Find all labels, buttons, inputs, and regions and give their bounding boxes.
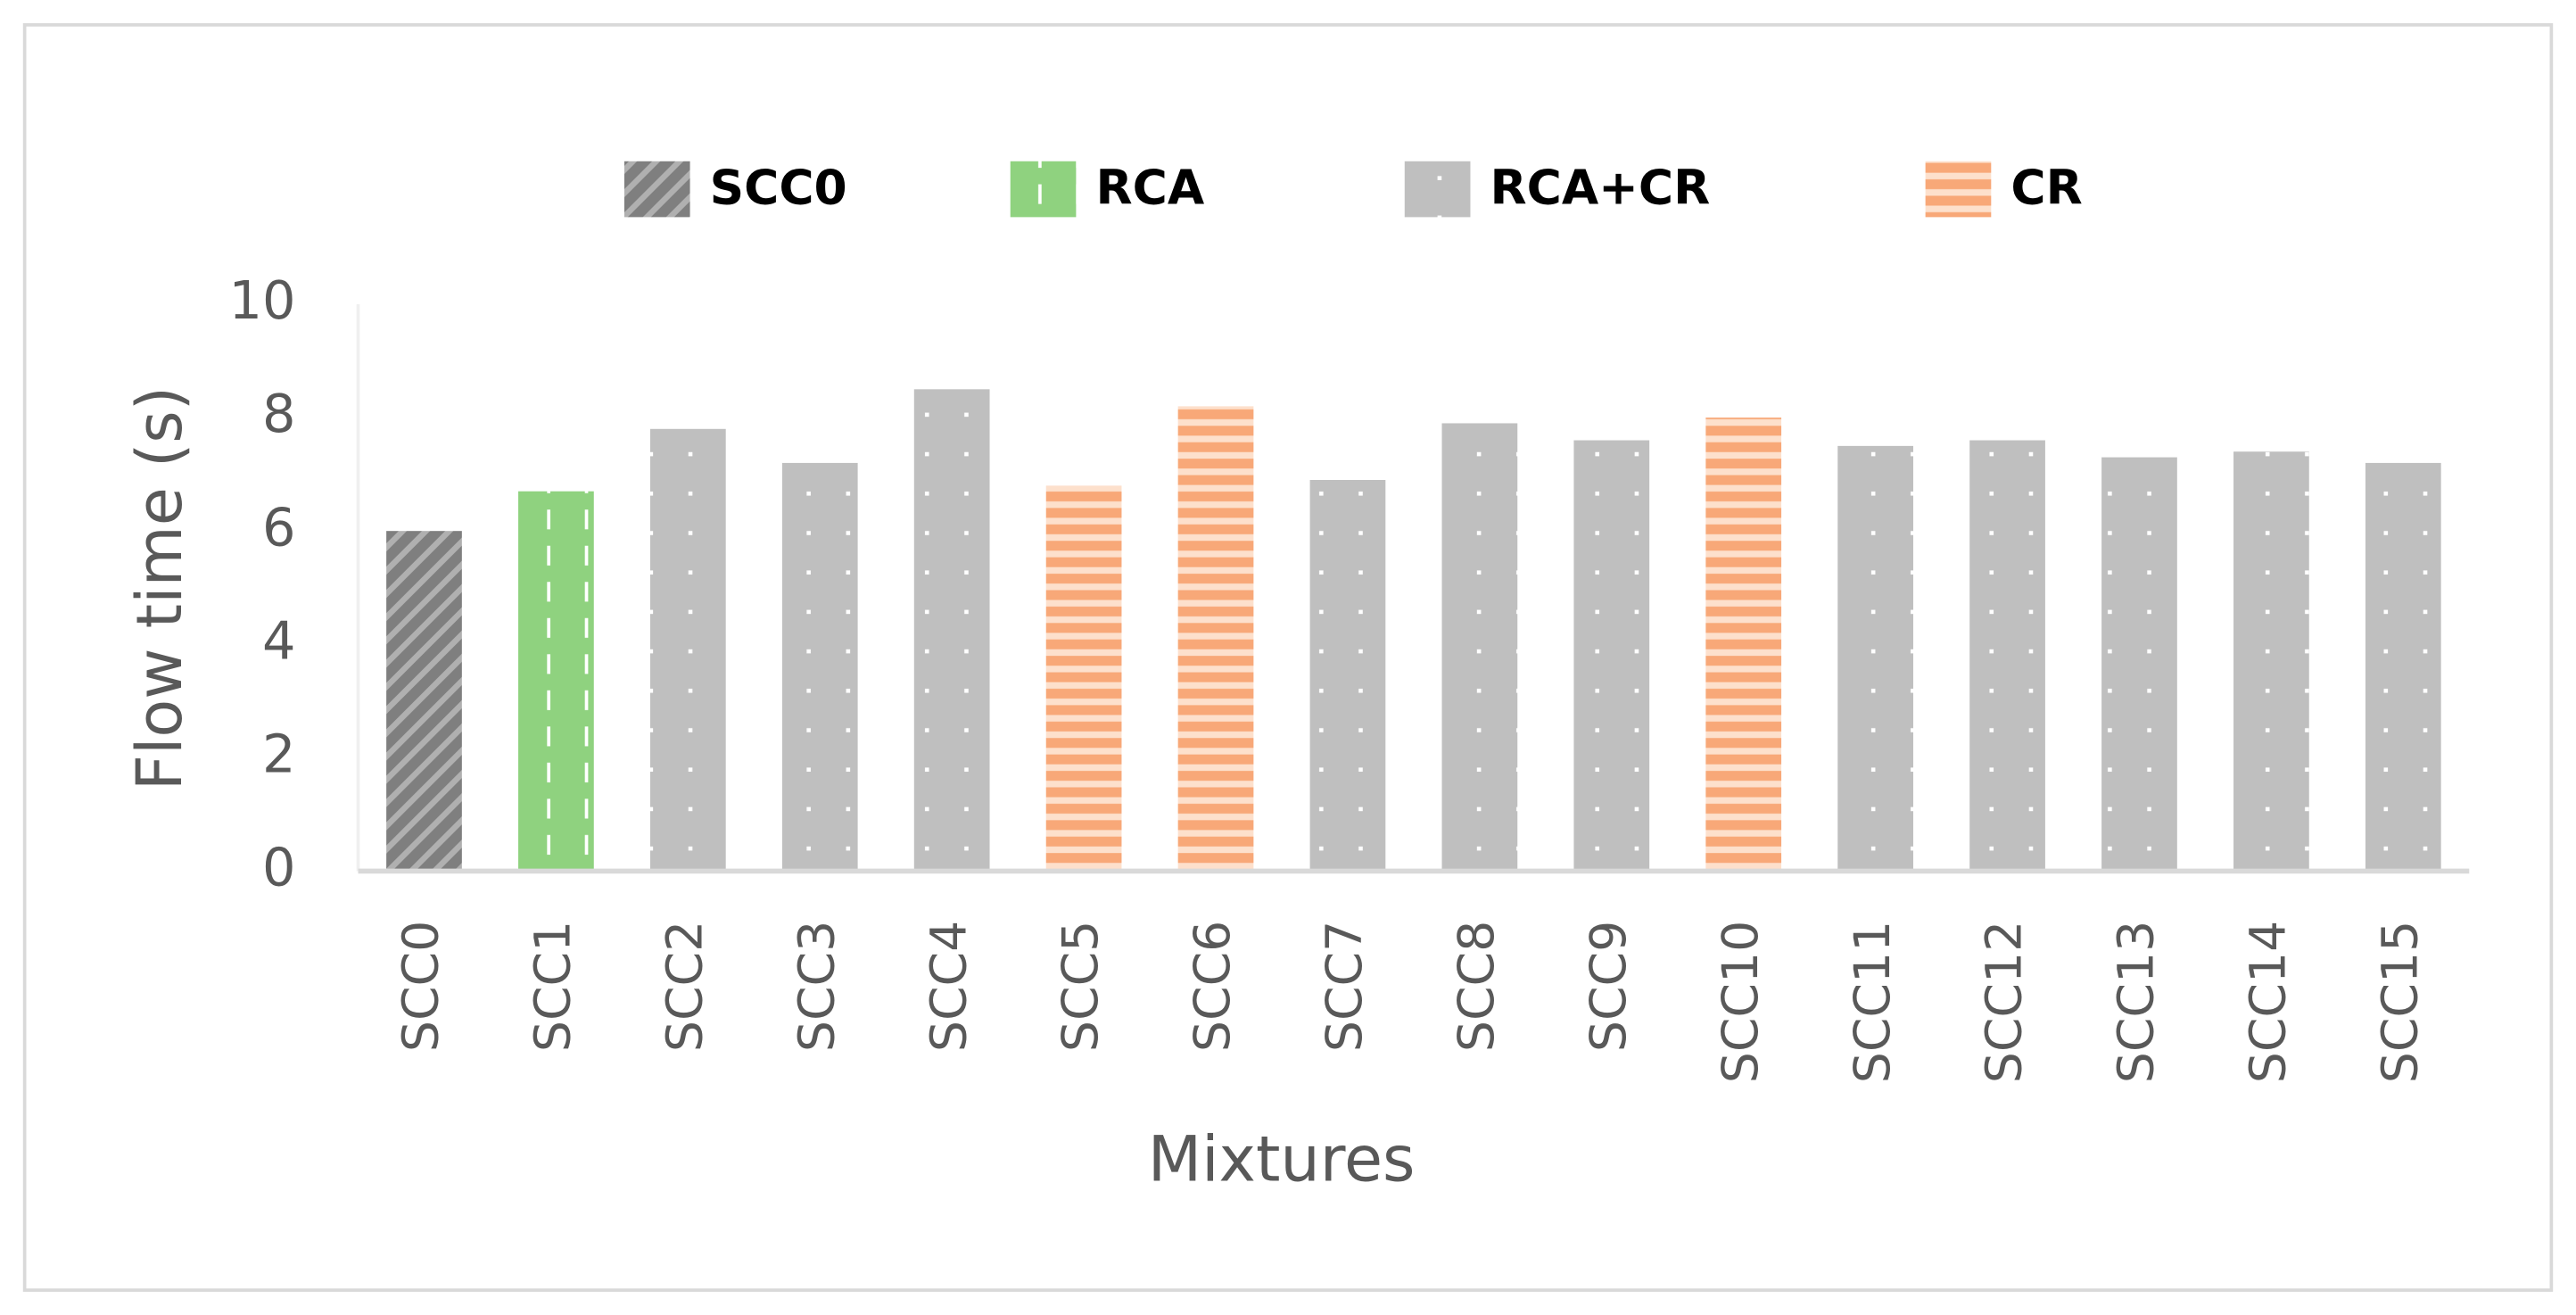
x-tick-label: SCC4 xyxy=(921,921,978,1052)
y-tick-label: 2 xyxy=(262,723,296,784)
x-tick-label: SCC2 xyxy=(656,921,714,1052)
x-tick-label: SCC11 xyxy=(1845,921,1902,1084)
x-tick-label: SCC10 xyxy=(1713,921,1770,1084)
x-axis-title: Mixtures xyxy=(1148,1122,1416,1195)
x-tick-label: SCC6 xyxy=(1185,921,1242,1052)
bar xyxy=(1573,440,1650,872)
bar xyxy=(2233,451,2309,872)
y-tick-label: 0 xyxy=(262,837,296,898)
bar xyxy=(518,491,594,872)
bar xyxy=(1837,445,1913,872)
y-tick-label: 8 xyxy=(262,383,296,444)
legend-label: CR xyxy=(2010,160,2082,216)
x-tick-label: SCC7 xyxy=(1317,921,1374,1052)
legend-swatch xyxy=(1404,161,1471,218)
bar xyxy=(1177,406,1254,872)
y-tick-label: 4 xyxy=(262,609,296,671)
legend-label: RCA xyxy=(1096,160,1205,216)
y-tick-label: 6 xyxy=(262,496,296,558)
x-tick-label: SCC0 xyxy=(393,921,450,1052)
legend-swatch xyxy=(1010,161,1077,218)
legend-swatch xyxy=(1925,161,1992,218)
bar xyxy=(1045,485,1122,872)
bar xyxy=(781,462,858,872)
bar xyxy=(1705,418,1782,872)
x-tick-label: SCC3 xyxy=(788,921,846,1052)
y-axis-title: Flow time (s) xyxy=(123,386,196,790)
legend-swatch xyxy=(623,161,690,218)
bar xyxy=(2101,457,2177,872)
bar xyxy=(1969,440,2045,872)
x-tick-label: SCC13 xyxy=(2109,921,2166,1084)
legend-label: SCC0 xyxy=(710,160,847,216)
legend-label: RCA+CR xyxy=(1490,160,1711,216)
x-tick-label: SCC8 xyxy=(1449,921,1506,1052)
bar xyxy=(913,389,990,872)
x-tick-label: SCC14 xyxy=(2241,921,2298,1084)
bar xyxy=(649,428,726,872)
x-tick-label: SCC9 xyxy=(1581,921,1638,1052)
x-tick-label: SCC12 xyxy=(1977,921,2034,1084)
bar xyxy=(2365,462,2441,872)
bar xyxy=(1309,479,1386,872)
x-tick-label: SCC15 xyxy=(2372,921,2429,1084)
y-tick-label: 10 xyxy=(229,269,296,331)
x-tick-label: SCC5 xyxy=(1053,921,1110,1052)
bar xyxy=(386,531,462,872)
bar xyxy=(1441,423,1518,872)
x-tick-label: SCC1 xyxy=(525,921,582,1052)
